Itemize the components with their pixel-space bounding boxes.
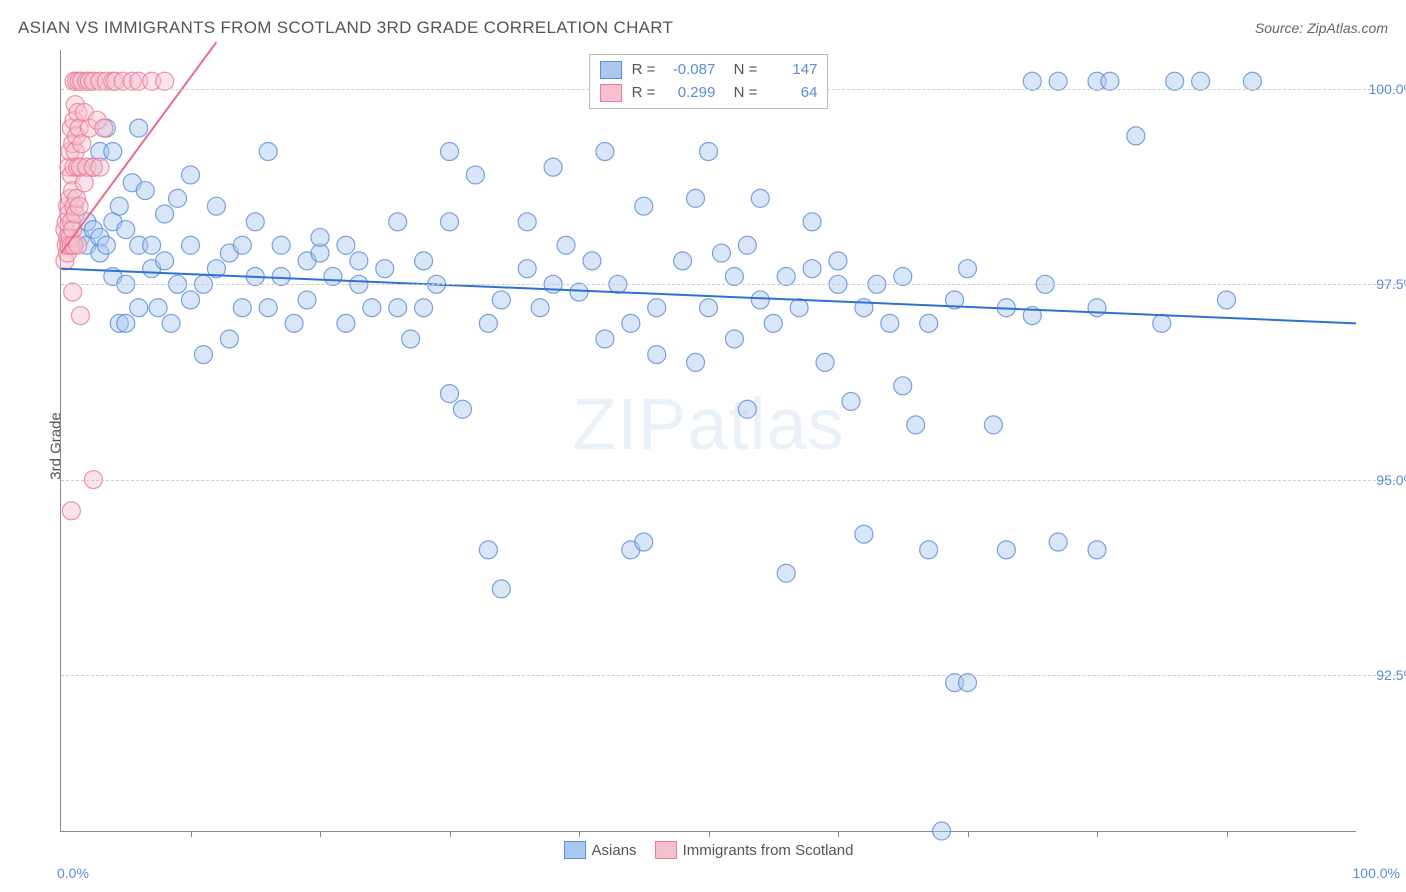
- correlation-legend: R = -0.087 N = 147 R = 0.299 N = 64: [589, 54, 829, 109]
- chart-source: Source: ZipAtlas.com: [1255, 20, 1388, 36]
- swatch-scotland: [600, 84, 622, 102]
- x-tick-right: 100.0%: [1353, 865, 1400, 881]
- x-tick: [968, 831, 969, 837]
- x-tick-left: 0.0%: [57, 865, 89, 881]
- chart-header: ASIAN VS IMMIGRANTS FROM SCOTLAND 3RD GR…: [18, 18, 1388, 38]
- legend-row-asians: R = -0.087 N = 147: [600, 59, 818, 82]
- swatch-asians-bottom: [564, 841, 586, 859]
- y-tick-label: 95.0%: [1361, 472, 1406, 488]
- x-tick: [191, 831, 192, 837]
- legend-row-scotland: R = 0.299 N = 64: [600, 82, 818, 105]
- y-tick-label: 97.5%: [1361, 276, 1406, 292]
- x-tick: [838, 831, 839, 837]
- gridline: [61, 675, 1396, 676]
- x-tick: [320, 831, 321, 837]
- swatch-scotland-bottom: [655, 841, 677, 859]
- scatter-plot-svg: [61, 50, 1356, 831]
- x-tick: [450, 831, 451, 837]
- legend-item-asians: Asians: [564, 841, 637, 859]
- x-tick: [1227, 831, 1228, 837]
- x-tick: [1097, 831, 1098, 837]
- gridline: [61, 284, 1396, 285]
- x-tick: [579, 831, 580, 837]
- y-tick-label: 92.5%: [1361, 667, 1406, 683]
- chart-title: ASIAN VS IMMIGRANTS FROM SCOTLAND 3RD GR…: [18, 18, 673, 38]
- y-tick-label: 100.0%: [1361, 81, 1406, 97]
- gridline: [61, 480, 1396, 481]
- series-legend: Asians Immigrants from Scotland: [564, 841, 854, 859]
- legend-item-scotland: Immigrants from Scotland: [655, 841, 854, 859]
- swatch-asians: [600, 61, 622, 79]
- x-tick: [709, 831, 710, 837]
- chart-area: ZIPatlas R = -0.087 N = 147 R = 0.299 N …: [60, 50, 1356, 832]
